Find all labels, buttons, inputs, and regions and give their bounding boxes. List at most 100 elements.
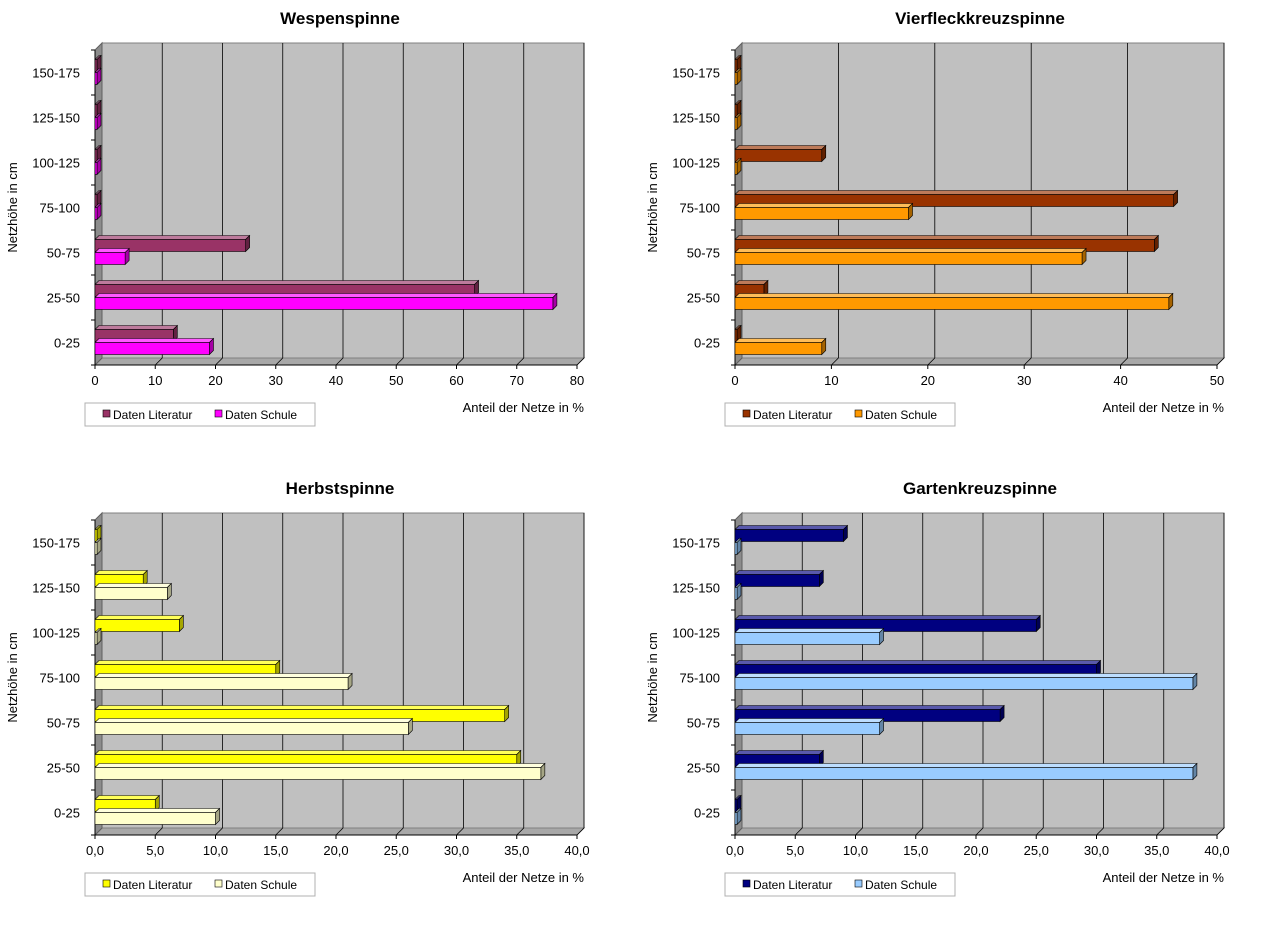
bar-top — [734, 145, 827, 150]
chart-title: Vierfleckkreuzspinne — [895, 9, 1065, 28]
category-label: 150-175 — [32, 66, 80, 81]
legend-swatch — [854, 409, 863, 418]
gridline-floor — [1216, 827, 1225, 836]
x-axis-title: Anteil der Netze in % — [1103, 400, 1225, 415]
bar-top — [734, 525, 849, 530]
bar-top — [94, 235, 251, 240]
bar-top — [94, 795, 160, 800]
gridline-floor — [576, 827, 585, 836]
chart-title: Wespenspinne — [280, 9, 400, 28]
legend-label: Daten Schule — [865, 878, 937, 892]
x-tick-label: 30,0 — [1084, 843, 1109, 858]
legend-swatch — [214, 879, 223, 888]
bar — [734, 672, 1198, 691]
bar — [94, 614, 185, 633]
chart-title: Herbstspinne — [286, 479, 395, 498]
chart-panel-vierfleckkreuzspinne: Vierfleckkreuzspinne 0 10 20 30 40 50 0-25 25-50… — [640, 0, 1280, 472]
gridline-floor — [1096, 827, 1104, 836]
x-tick-label: 5,0 — [146, 843, 164, 858]
x-tick-label: 50 — [1210, 373, 1224, 388]
bar-top — [734, 615, 1041, 620]
x-tick-label: 40 — [329, 373, 343, 388]
bar — [94, 292, 558, 311]
x-tick-label: 5,0 — [786, 843, 804, 858]
category-label: 150-175 — [672, 66, 720, 81]
bar-top — [94, 325, 179, 330]
bar — [734, 717, 885, 736]
category-label: 0-25 — [694, 806, 720, 821]
y-axis-title: Netzhöhe in cm — [5, 162, 20, 252]
y-axis-title: Netzhöhe in cm — [645, 632, 660, 722]
bar-front — [94, 149, 98, 162]
bar-top — [94, 750, 522, 755]
category-label: 125-150 — [672, 111, 720, 126]
x-tick-label: 20 — [921, 373, 935, 388]
x-tick-label: 60 — [449, 373, 463, 388]
x-tick-label: 40 — [1113, 373, 1127, 388]
x-tick-label: 40,0 — [1204, 843, 1229, 858]
bar — [734, 292, 1174, 311]
x-tick-label: 30,0 — [444, 843, 469, 858]
bar-top — [94, 615, 185, 620]
gridline-floor — [1035, 827, 1044, 836]
legend-label: Daten Schule — [225, 878, 297, 892]
legend: Daten Literatur Daten Schule — [84, 402, 316, 427]
category-label: 50-75 — [47, 716, 80, 731]
bar — [734, 337, 827, 356]
bar-top — [734, 660, 1102, 665]
bar-front — [94, 162, 98, 175]
bar-front — [94, 104, 98, 117]
bar-top — [734, 280, 769, 285]
bar-front — [94, 529, 98, 542]
gridline-floor — [1156, 827, 1165, 836]
bar-front — [734, 162, 738, 175]
bar — [734, 99, 742, 118]
bar-top — [734, 570, 825, 575]
legend: Daten Literatur Daten Schule — [84, 872, 316, 897]
bar — [94, 99, 102, 118]
bar — [94, 67, 102, 86]
legend: Daten Literatur Daten Schule — [724, 872, 956, 897]
bar-front — [734, 677, 1194, 690]
gridline-floor — [456, 357, 464, 366]
category-label: 25-50 — [687, 761, 720, 776]
bar-top — [734, 235, 1160, 240]
legend-label: Daten Schule — [865, 408, 937, 422]
gridline-floor — [516, 827, 525, 836]
bar-front — [94, 194, 98, 207]
bar — [94, 537, 102, 556]
y-axis-title: Netzhöhe in cm — [645, 162, 660, 252]
chart-gartenkreuzspinne: Gartenkreuzspinne 0,0 5,0 10,0 15,0 20,0 25,0 3… — [645, 479, 1230, 897]
legend-swatch — [742, 409, 751, 418]
bar-top — [734, 203, 914, 208]
bar — [734, 537, 742, 556]
bar-top — [94, 248, 130, 253]
legend-swatch — [102, 879, 111, 888]
legend-box — [724, 872, 956, 897]
bar — [734, 762, 1198, 781]
legend-label: Daten Literatur — [113, 878, 192, 892]
category-label: 25-50 — [47, 291, 80, 306]
bar-top — [734, 338, 827, 343]
category-label: 0-25 — [54, 336, 80, 351]
bar-front — [94, 619, 180, 632]
category-label: 100-125 — [32, 156, 80, 171]
category-label: 125-150 — [32, 111, 80, 126]
chart-herbstspinne: Herbstspinne 0,0 5,0 10,0 15,0 20,0 25,0 30,0 35… — [5, 479, 590, 897]
x-tick-label: 20,0 — [323, 843, 348, 858]
bar-top — [734, 190, 1179, 195]
x-tick-label: 35,0 — [504, 843, 529, 858]
legend-swatch — [102, 409, 111, 418]
legend-box — [84, 402, 316, 427]
legend-box — [84, 872, 316, 897]
bar-top — [94, 763, 546, 768]
x-tick-label: 70 — [510, 373, 524, 388]
gridline-floor — [1120, 357, 1128, 366]
bar-front — [94, 812, 216, 825]
x-axis-title: Anteil der Netze in % — [463, 870, 585, 885]
bar-front — [94, 677, 349, 690]
gridline-floor — [215, 357, 223, 366]
bar — [94, 202, 102, 221]
bar-front — [94, 117, 98, 130]
bar — [94, 234, 251, 253]
